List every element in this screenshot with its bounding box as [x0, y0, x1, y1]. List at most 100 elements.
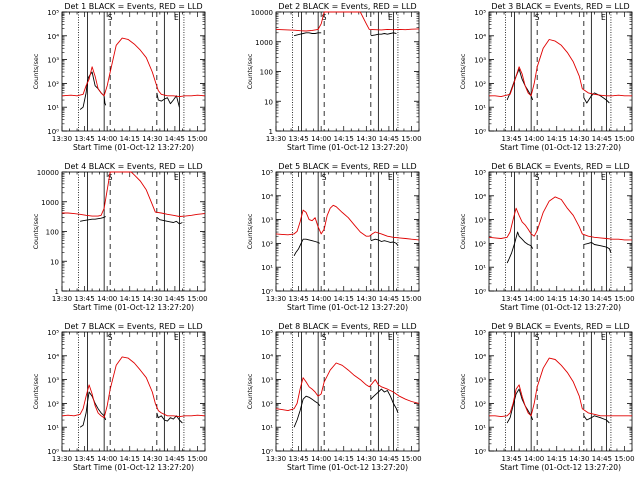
- det7-x-tick-label: 13:45: [74, 455, 94, 463]
- det2-y-tick-label: 10000: [251, 9, 273, 17]
- det7-x-axis-label: Start Time (01-Oct-12 13:27:20): [73, 463, 194, 472]
- det9-events-series-line: [583, 415, 610, 424]
- det1-interval-letter: E: [174, 13, 179, 22]
- det6-x-tick-label: 14:00: [524, 295, 544, 303]
- det2-y-tick-label: 10: [264, 98, 273, 106]
- det6-x-tick-label: 14:45: [592, 295, 612, 303]
- det7-events-series-line: [156, 412, 183, 424]
- det6-panel-title: Det 6 BLACK = Events, RED = LLD: [491, 162, 629, 171]
- det9-events-series-line: [506, 388, 534, 424]
- det8-y-tick-label: 10¹: [261, 424, 273, 432]
- det5-x-tick-label: 15:00: [401, 295, 421, 303]
- det1-y-tick-label: 10¹: [47, 104, 59, 112]
- det5-panel-title: Det 5 BLACK = Events, RED = LLD: [278, 162, 416, 171]
- det7-x-tick-label: 14:15: [120, 455, 140, 463]
- det9-y-axis-label: Counts/sec: [459, 373, 467, 409]
- det3-x-tick-label: 14:30: [569, 135, 589, 143]
- det3-x-tick-label: 14:00: [524, 135, 544, 143]
- det5-plot-frame: [275, 171, 420, 292]
- det6-interval-letter: E: [601, 173, 606, 182]
- det8-x-tick-label: 14:45: [379, 455, 399, 463]
- det6-x-tick-label: 13:45: [501, 295, 521, 303]
- det8-interval-letter: S: [322, 333, 327, 342]
- det2-x-tick-label: 14:00: [311, 135, 331, 143]
- det3-x-tick-label: 13:45: [501, 135, 521, 143]
- det1-x-tick-label: 15:00: [187, 135, 207, 143]
- det1-lld-series-line: [61, 37, 206, 98]
- det8-y-tick-label: 10⁴: [261, 353, 273, 361]
- det7-y-tick-label: 10⁴: [47, 353, 59, 361]
- det6-x-tick-label: 14:15: [547, 295, 567, 303]
- det9-x-tick-label: 14:00: [524, 455, 544, 463]
- det3-plot-frame: [488, 11, 633, 132]
- det5-x-tick-label: 14:00: [311, 295, 331, 303]
- det2-x-tick-label: 14:15: [334, 135, 354, 143]
- det9-y-tick-label: 10³: [474, 377, 486, 385]
- det3-y-tick-label: 10⁰: [474, 128, 486, 136]
- det1-x-tick-label: 14:45: [165, 135, 185, 143]
- det6-plot-frame: [488, 171, 633, 292]
- det6-x-axis-label: Start Time (01-Oct-12 13:27:20): [500, 303, 621, 312]
- det7-lld-series-line: [61, 356, 206, 419]
- det1-y-tick-label: 10⁰: [47, 128, 59, 136]
- det1-x-axis-label: Start Time (01-Oct-12 13:27:20): [73, 143, 194, 152]
- det9-y-tick-label: 10⁵: [474, 329, 486, 337]
- det3-y-tick-label: 10³: [474, 57, 486, 65]
- det6-events-series-line: [583, 241, 612, 254]
- det4-y-axis-label: Counts/sec: [32, 213, 40, 249]
- det2-y-tick-label: 1: [269, 128, 273, 136]
- det7-events-series-line: [79, 391, 107, 428]
- det4-events-series-line: [156, 216, 183, 225]
- det2-x-tick-label: 14:45: [379, 135, 399, 143]
- det3-y-tick-label: 10¹: [474, 104, 486, 112]
- det1-x-tick-label: 14:30: [142, 135, 162, 143]
- det3-y-tick-label: 10⁵: [474, 9, 486, 17]
- det1-y-tick-label: 10⁴: [47, 33, 59, 41]
- det6-events-series-line: [506, 231, 534, 264]
- det7-y-tick-label: 10²: [47, 400, 59, 408]
- det8-y-tick-label: 10²: [261, 400, 273, 408]
- det9-y-tick-label: 10¹: [474, 424, 486, 432]
- det4-interval-letter: S: [108, 173, 113, 182]
- det8-y-tick-label: 10⁵: [261, 329, 273, 337]
- det5-events-series-line: [370, 238, 399, 246]
- det2-x-tick-label: 13:30: [266, 135, 286, 143]
- det7-y-tick-label: 10¹: [47, 424, 59, 432]
- det3-y-tick-label: 10⁴: [474, 33, 486, 41]
- det4-y-tick-label: 1000: [41, 199, 59, 207]
- det9-y-tick-label: 10⁰: [474, 448, 486, 456]
- det8-events-series-line: [370, 388, 399, 414]
- det1-y-tick-label: 10³: [47, 57, 59, 65]
- det9-plot-frame: [488, 331, 633, 452]
- det5-y-axis-label: Counts/sec: [246, 213, 254, 249]
- det6-y-tick-label: 10²: [474, 240, 486, 248]
- det4-x-tick-label: 14:15: [120, 295, 140, 303]
- det1-x-tick-label: 13:45: [74, 135, 94, 143]
- det6-y-tick-label: 10¹: [474, 264, 486, 272]
- det2-x-tick-label: 14:30: [356, 135, 376, 143]
- det4-lld-series-line: [62, 171, 206, 217]
- det5-x-tick-label: 14:45: [379, 295, 399, 303]
- det9-x-tick-label: 14:15: [547, 455, 567, 463]
- det8-interval-letter: E: [388, 333, 393, 342]
- det4-x-axis-label: Start Time (01-Oct-12 13:27:20): [73, 303, 194, 312]
- det9-interval-letter: S: [535, 333, 540, 342]
- det8-y-tick-label: 10⁰: [261, 448, 273, 456]
- det2-y-tick-label: 1000: [255, 39, 273, 47]
- det1-x-tick-label: 14:00: [97, 135, 117, 143]
- det7-interval-letter: S: [108, 333, 113, 342]
- det1-y-axis-label: Counts/sec: [32, 53, 40, 89]
- det3-x-tick-label: 14:45: [592, 135, 612, 143]
- det8-x-axis-label: Start Time (01-Oct-12 13:27:20): [287, 463, 408, 472]
- det2-interval-letter: E: [388, 13, 393, 22]
- det7-interval-letter: E: [174, 333, 179, 342]
- det7-x-tick-label: 15:00: [187, 455, 207, 463]
- det7-y-tick-label: 10⁰: [47, 448, 59, 456]
- det8-x-tick-label: 14:00: [311, 455, 331, 463]
- det8-x-tick-label: 14:30: [356, 455, 376, 463]
- det5-y-tick-label: 10⁰: [261, 288, 273, 296]
- det6-lld-series-line: [488, 196, 632, 241]
- det5-y-tick-label: 10⁵: [261, 169, 273, 177]
- det2-interval-letter: S: [322, 13, 327, 22]
- det1-events-series-line: [156, 92, 180, 108]
